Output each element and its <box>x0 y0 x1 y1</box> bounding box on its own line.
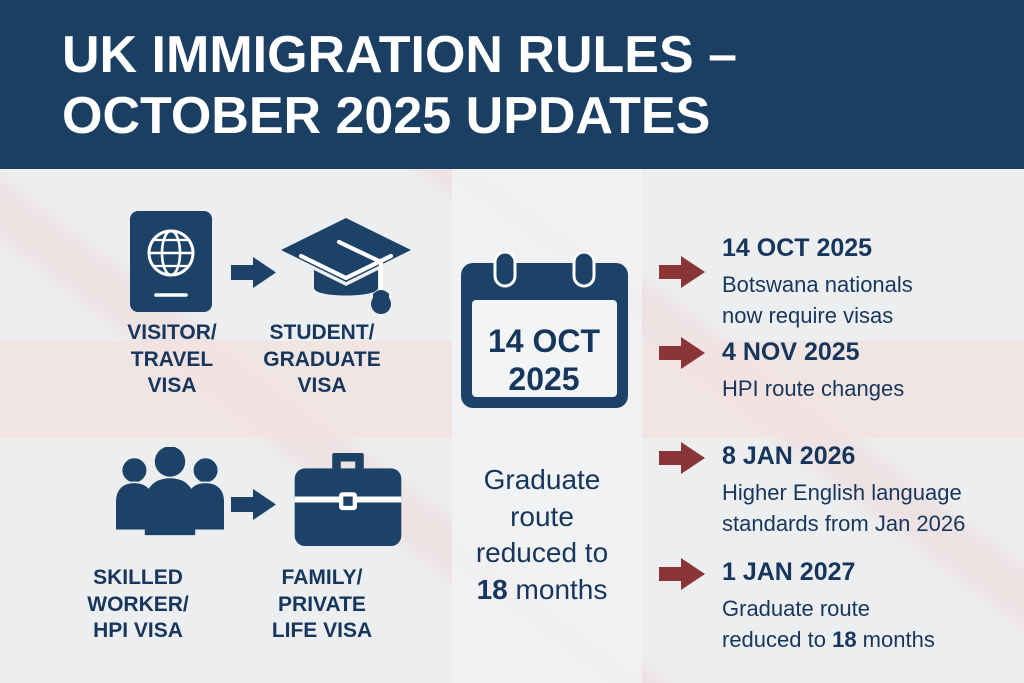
svg-text:14 OCT: 14 OCT <box>488 323 600 359</box>
svg-text:2025: 2025 <box>508 361 579 397</box>
